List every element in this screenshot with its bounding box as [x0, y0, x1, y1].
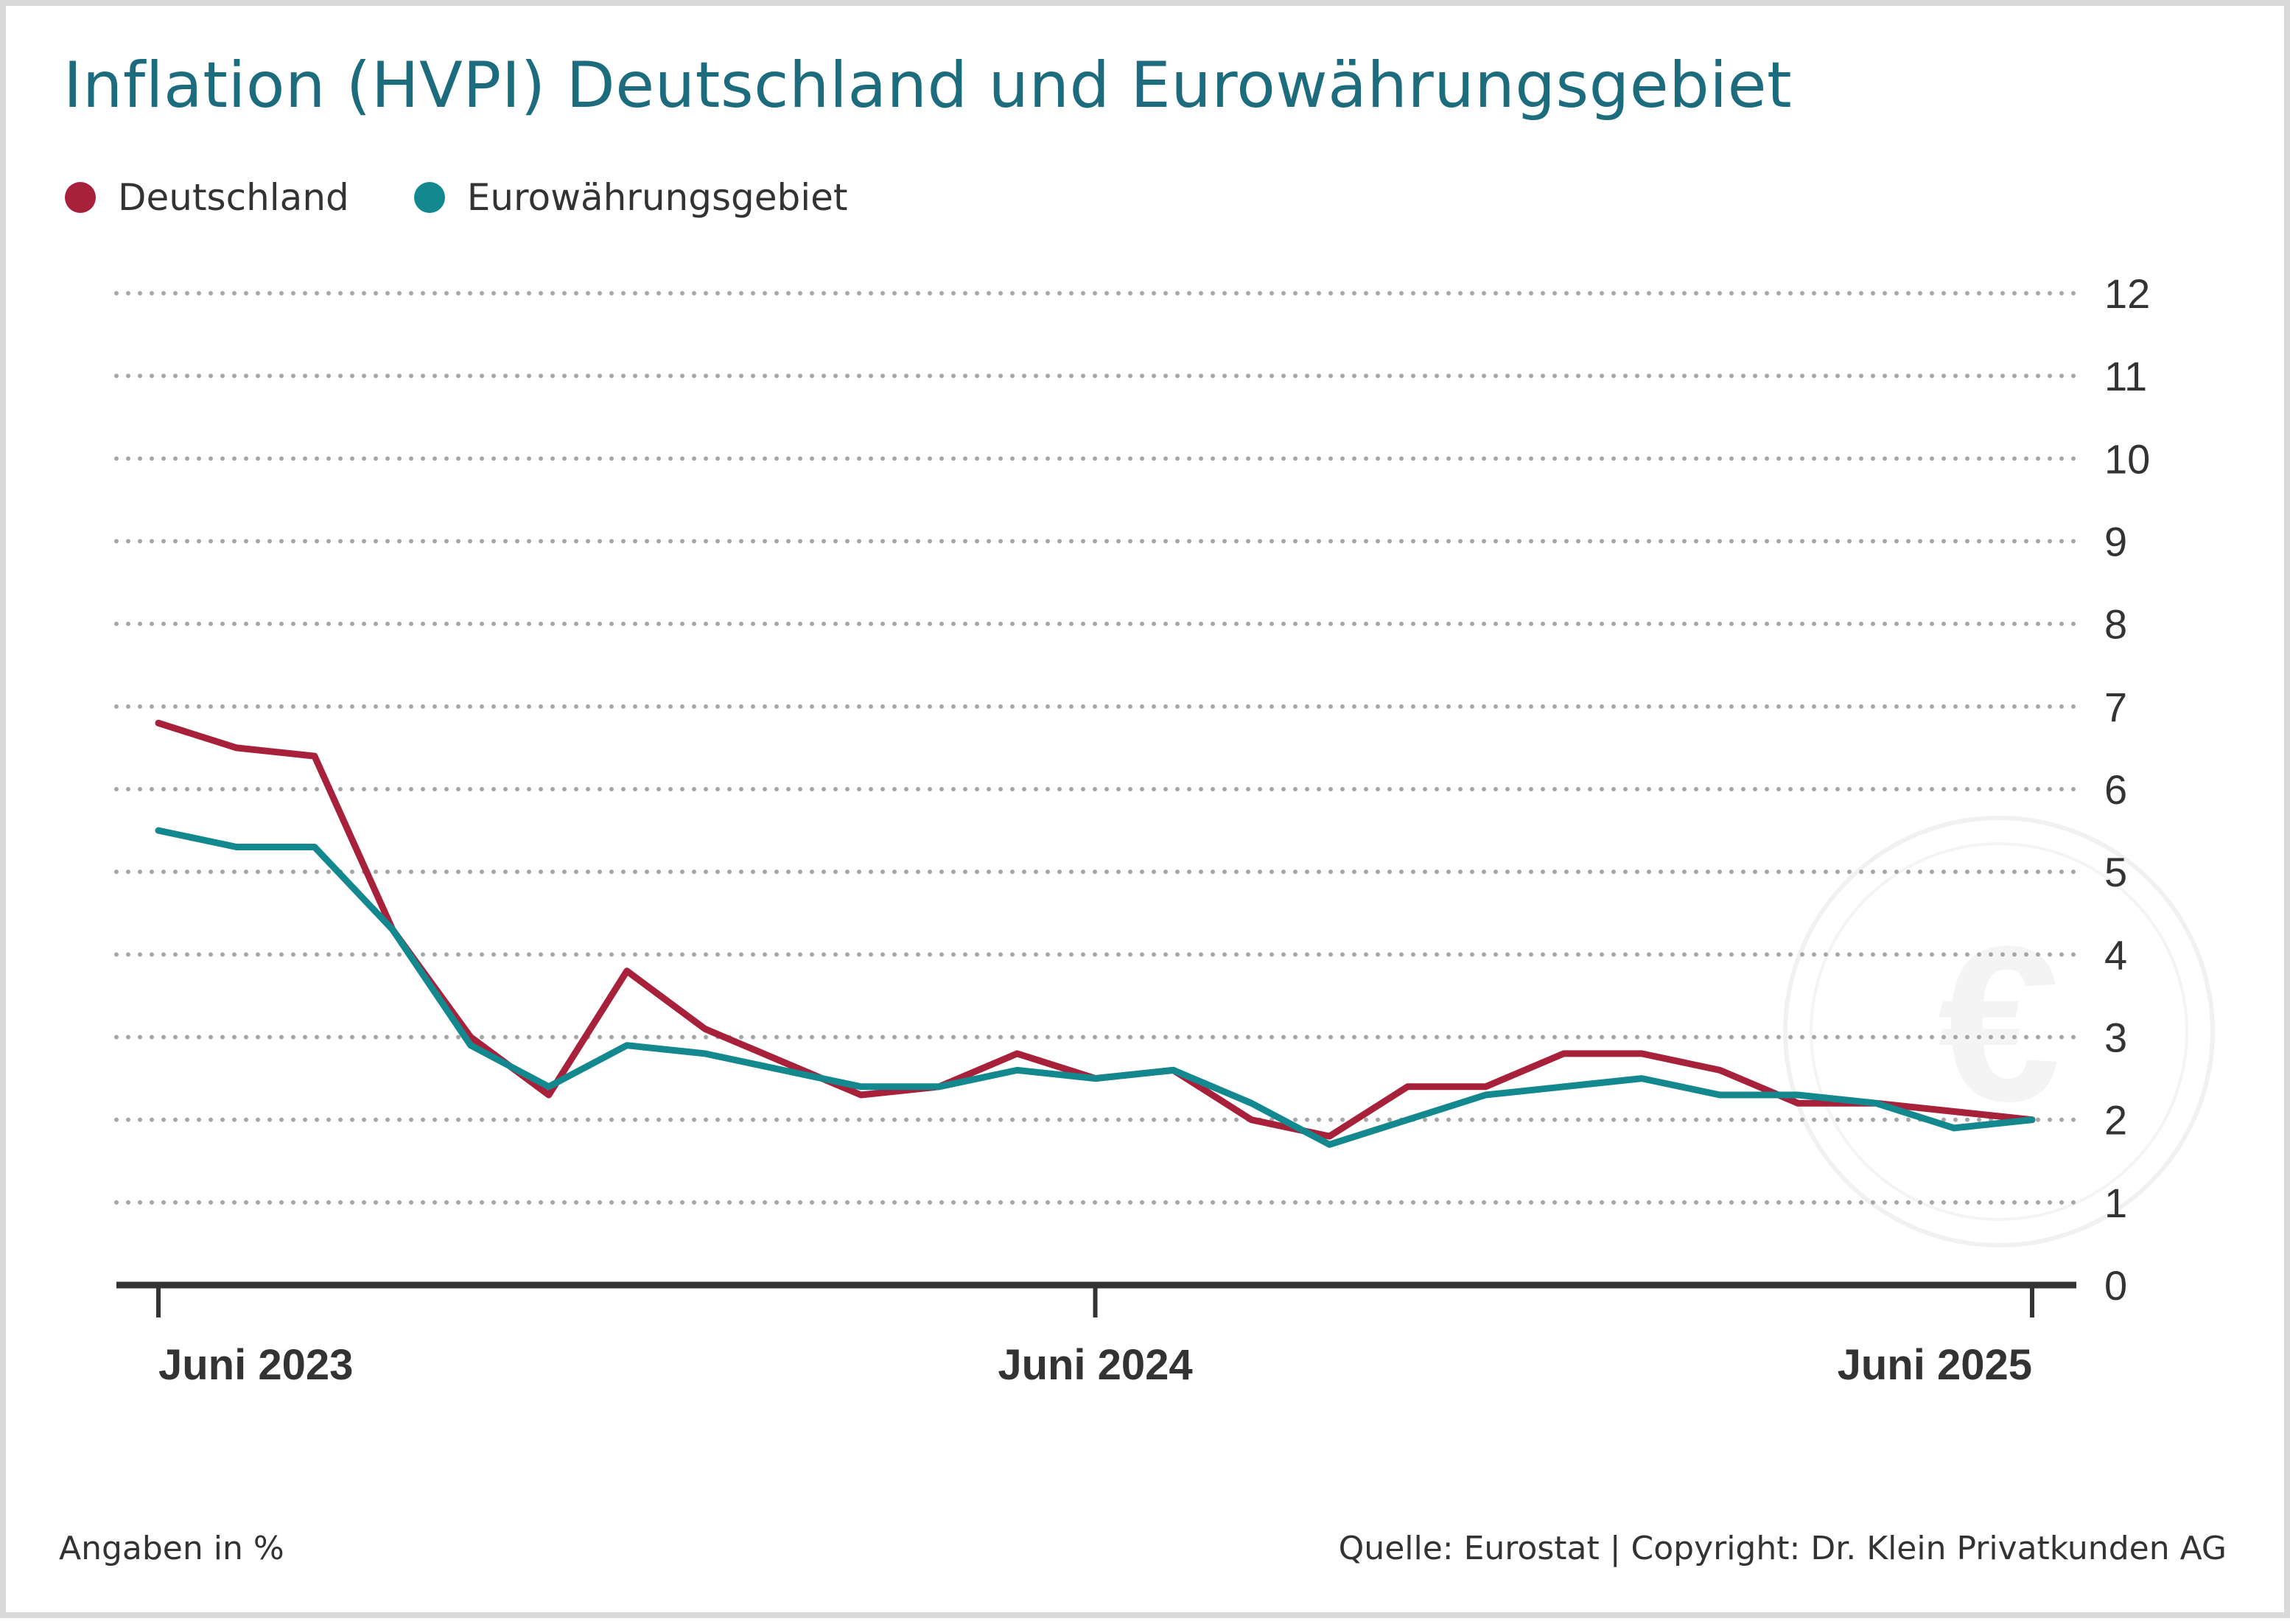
y-tick-label: 12 — [2104, 270, 2150, 317]
series-line-eurozone — [155, 827, 2036, 1148]
y-tick-label: 10 — [2104, 435, 2150, 482]
y-tick-label: 2 — [2104, 1097, 2127, 1144]
svg-text:€: € — [1938, 900, 2061, 1147]
chart-title: Inflation (HVPI) Deutschland und Eurowäh… — [63, 49, 1793, 122]
y-tick-label: 1 — [2104, 1180, 2127, 1226]
y-tick-label: 5 — [2104, 849, 2127, 895]
legend-item-eurozone: Eurowährungsgebiet — [413, 176, 848, 219]
y-tick-label: 3 — [2104, 1015, 2127, 1061]
x-tick-label: Juni 2024 — [998, 1341, 1192, 1389]
series-line-deutschland — [155, 719, 2036, 1140]
y-tick-label: 0 — [2104, 1262, 2127, 1309]
legend-label-eurozone: Eurowährungsgebiet — [466, 176, 848, 219]
x-tick-label: Juni 2023 — [158, 1341, 353, 1389]
legend: Deutschland Eurowährungsgebiet — [65, 175, 913, 220]
legend-label-deutschland: Deutschland — [118, 176, 349, 219]
x-tick-label: Juni 2025 — [1838, 1341, 2032, 1389]
y-tick-label: 4 — [2104, 931, 2127, 978]
y-tick-label: 8 — [2104, 601, 2127, 648]
y-tick-label: 6 — [2104, 766, 2127, 813]
y-tick-label: 9 — [2104, 519, 2127, 565]
legend-marker-deutschland — [65, 182, 96, 213]
y-tick-label: 11 — [2104, 353, 2147, 399]
legend-marker-eurozone — [413, 182, 445, 213]
y-tick-label: 7 — [2104, 684, 2127, 730]
legend-item-deutschland: Deutschland — [65, 176, 349, 219]
unit-note: Angaben in % — [59, 1530, 284, 1567]
source-note: Quelle: Eurostat | Copyright: Dr. Klein … — [1338, 1530, 2227, 1567]
euro-coin-icon: € — [1783, 816, 2215, 1247]
